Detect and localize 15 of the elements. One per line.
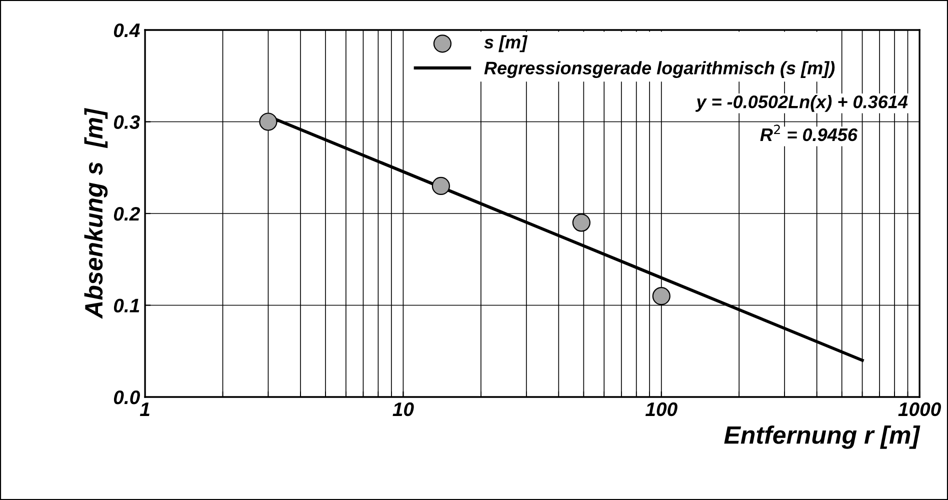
y-tick-label: 0.4 — [114, 23, 140, 38]
x-axis-title: Entfernung r [m] — [724, 426, 920, 449]
legend-label: s [m] — [484, 35, 528, 52]
x-tick-label: 10 — [392, 402, 414, 416]
legend-label: Regressionsgerade logarithmisch (s [m]) — [484, 61, 835, 78]
annotation: R$^{2}$ = 0.9456 — [760, 124, 858, 142]
y-tick-label: 0.2 — [114, 206, 140, 221]
y-axis-title: Absenkung s [m] — [84, 108, 108, 319]
y-tick-label: 0.0 — [114, 390, 140, 404]
x-tick-label: 1 — [140, 402, 150, 416]
x-tick-label: 1000 — [898, 402, 941, 416]
y-tick-label: 0.1 — [114, 298, 140, 312]
y-tick-label: 0.3 — [114, 115, 140, 129]
x-tick-label: 100 — [645, 402, 678, 416]
annotation: y = -0.0502Ln(x) + 0.3614 — [695, 94, 908, 112]
